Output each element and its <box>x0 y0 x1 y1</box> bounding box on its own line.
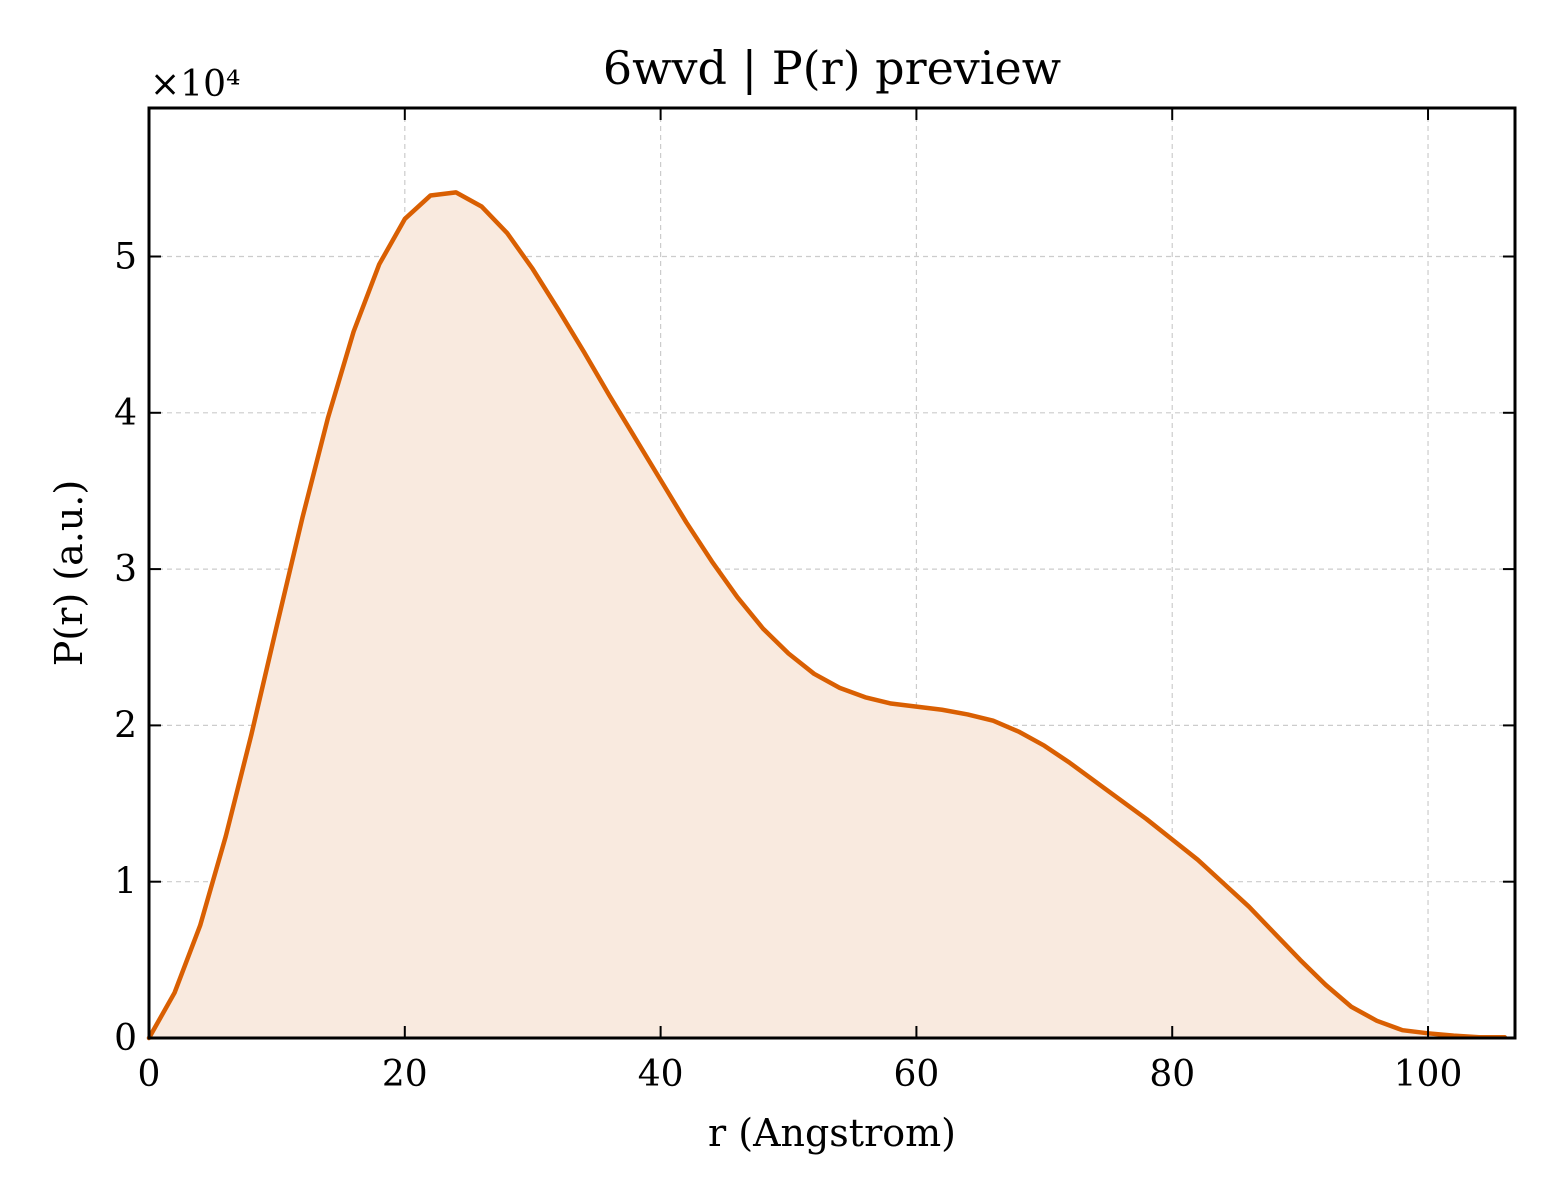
y-axis-label: P(r) (a.u.) <box>47 480 91 666</box>
x-tick-label: 60 <box>894 1054 940 1095</box>
x-tick-label: 80 <box>1149 1054 1195 1095</box>
ticks: 0 20 40 60 80 100 0 1 2 3 4 5 <box>114 108 1515 1095</box>
series-line <box>146 190 1508 1041</box>
x-tick-label: 0 <box>138 1054 161 1095</box>
chart-title: 6wvd | P(r) preview <box>603 41 1061 95</box>
y-tick-label: 3 <box>114 549 137 590</box>
plot-frame <box>147 106 1517 1040</box>
y-tick-label: 5 <box>114 236 137 277</box>
y-tick-label: 0 <box>114 1018 137 1059</box>
y-tick-label: 4 <box>114 393 137 434</box>
y-tick-label: 1 <box>114 862 137 903</box>
area-fill <box>149 192 1505 1038</box>
y-multiplier-label: ×10⁴ <box>150 64 240 105</box>
x-axis-label: r (Angstrom) <box>708 1111 956 1155</box>
x-tick-label: 40 <box>638 1054 684 1095</box>
x-tick-label: 20 <box>382 1054 428 1095</box>
x-tick-label: 100 <box>1394 1054 1463 1095</box>
y-tick-label: 2 <box>114 705 137 746</box>
